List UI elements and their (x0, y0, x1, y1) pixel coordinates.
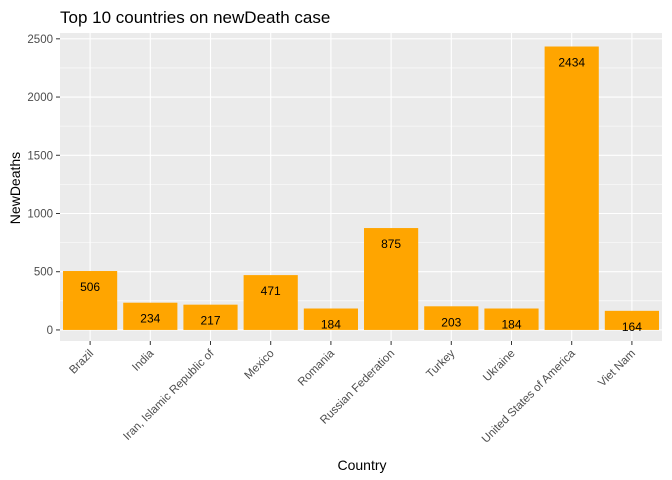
bar (364, 228, 419, 330)
bar (63, 271, 118, 330)
bars (63, 46, 659, 330)
chart-title: Top 10 countries on newDeath case (60, 8, 330, 27)
x-tick-label: India (130, 347, 157, 374)
y-axis: 0 500 1000 1500 2000 2500 (27, 34, 60, 337)
data-labels: 506 234 217 471 184 875 203 184 2434 164 (80, 56, 642, 334)
y-tick-label: 1000 (27, 208, 53, 220)
bar-value-label: 875 (381, 237, 401, 251)
bar (243, 275, 298, 330)
x-tick-label: Brazil (67, 348, 96, 377)
bar-value-label: 217 (200, 314, 220, 328)
x-tick-label: Romania (296, 347, 337, 388)
bar-value-label: 2434 (558, 56, 585, 70)
x-axis-title: Country (337, 457, 386, 473)
x-tick-label: Viet Nam (596, 348, 638, 390)
bar-value-label: 234 (140, 312, 160, 326)
x-tick-label: Mexico (243, 348, 277, 382)
bar (303, 308, 358, 330)
bar-value-label: 506 (80, 280, 100, 294)
y-tick-label: 2500 (27, 34, 53, 46)
bar-value-label: 184 (321, 318, 341, 332)
bar (424, 306, 479, 330)
bar-value-label: 471 (261, 284, 281, 298)
bar (544, 46, 599, 330)
bar (484, 308, 539, 330)
y-tick-label: 0 (47, 325, 53, 337)
y-tick-label: 500 (34, 267, 53, 279)
bar-value-label: 203 (441, 315, 461, 329)
x-tick-label: Ukraine (481, 348, 518, 385)
y-tick-label: 1500 (27, 150, 53, 162)
y-tick-label: 2000 (27, 92, 53, 104)
y-axis-title: NewDeaths (7, 152, 23, 224)
bar (183, 304, 238, 330)
bar-value-label: 164 (622, 320, 642, 334)
bar (123, 302, 178, 330)
x-tick-label: Turkey (424, 347, 457, 380)
bar-value-label: 184 (501, 318, 521, 332)
bar (604, 310, 659, 330)
